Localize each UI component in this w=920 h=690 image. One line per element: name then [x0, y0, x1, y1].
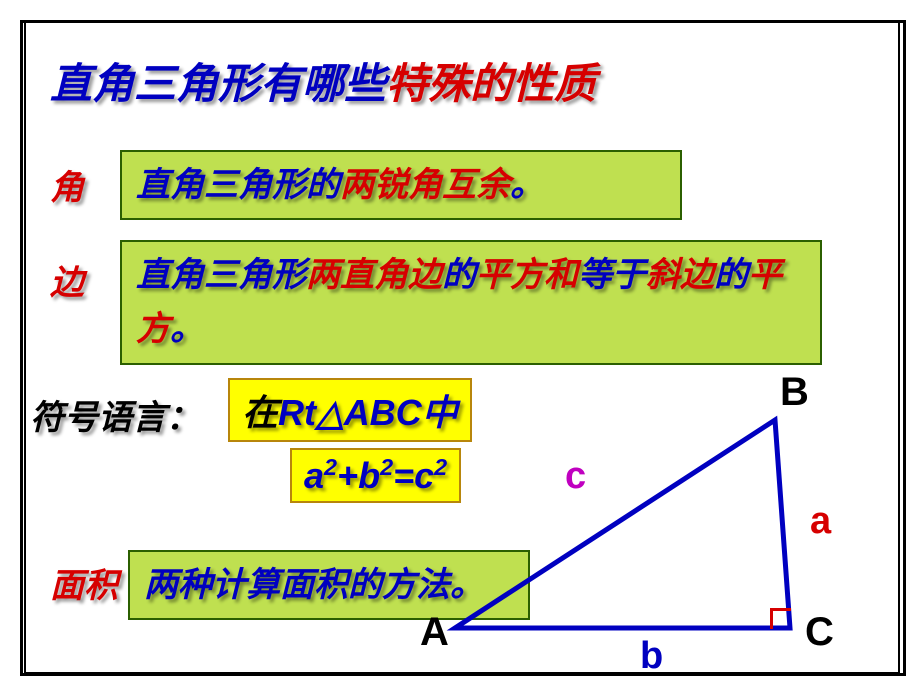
edge-a: a	[810, 500, 831, 543]
vertex-A: A	[420, 610, 449, 655]
slide: 直角三角形有哪些特殊的性质 角 直角三角形的两锐角互余。 边 直角三角形两直角边…	[0, 0, 920, 690]
vertex-B: B	[780, 370, 809, 415]
vertex-C: C	[805, 610, 834, 655]
edge-b: b	[640, 635, 663, 678]
edge-c: c	[565, 455, 586, 498]
right-angle-icon	[770, 608, 791, 629]
triangle-svg	[0, 0, 920, 690]
